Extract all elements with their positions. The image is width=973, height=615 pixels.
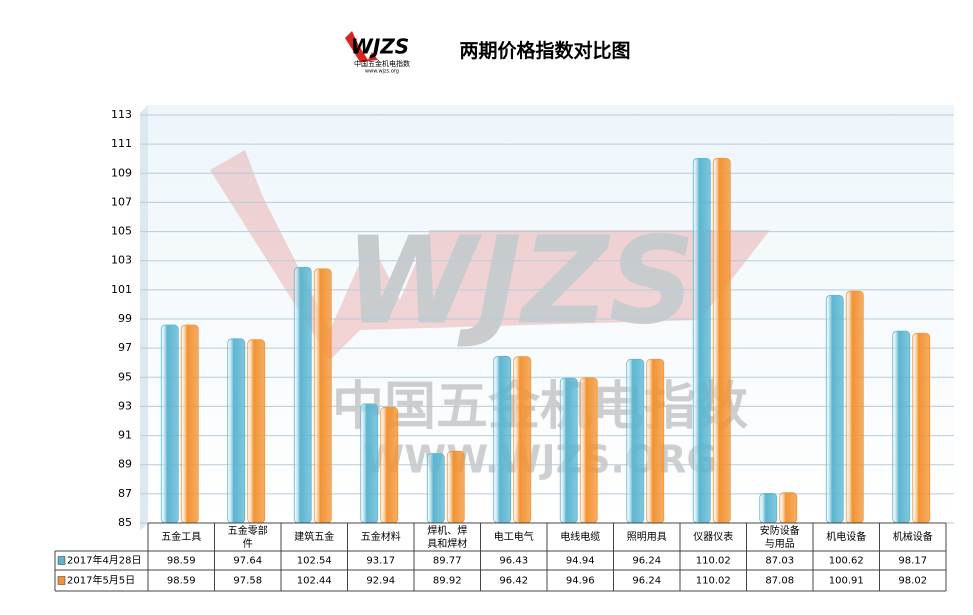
table-value: 96.43 [499, 556, 528, 567]
bar [912, 332, 931, 524]
bar [779, 492, 798, 524]
y-tick-label: 109 [111, 166, 132, 179]
y-tick-label: 97 [118, 341, 132, 354]
logo: WJZS 中国五金机电指数 www.wjzs.org [345, 31, 410, 75]
y-tick-label: 99 [118, 312, 132, 325]
x-tick-label: 焊机、焊具和焊材 [427, 524, 467, 550]
table-value: 94.96 [566, 576, 595, 587]
table-value: 96.24 [632, 556, 661, 567]
bar [626, 358, 645, 524]
table-value: 97.64 [233, 556, 262, 567]
watermark-url: WWW.WJZS.ORG [362, 438, 717, 482]
logo-arrow [345, 31, 378, 62]
y-tick-label: 101 [111, 283, 132, 296]
table-value: 102.54 [297, 556, 332, 567]
bar [825, 294, 844, 524]
bar [446, 450, 465, 524]
bar [493, 356, 512, 524]
plot-wall [148, 105, 954, 523]
legend-label: 2017年4月28日 [67, 554, 142, 567]
watermark-logo: WJZS [345, 213, 695, 352]
logo-url: www.wjzs.org [365, 69, 399, 75]
x-tick-label: 机电设备 [826, 530, 866, 543]
x-tick-label: 五金工具 [161, 530, 201, 543]
x-tick-label: 照明用具 [627, 531, 667, 543]
y-tick-label: 85 [118, 516, 132, 529]
bar [313, 268, 332, 524]
x-tick-label: 安防设备与用品 [760, 524, 800, 550]
x-tick-label: 机械设备 [893, 530, 933, 543]
x-tick-label: 仪器仪表 [693, 530, 733, 543]
bar [227, 338, 246, 524]
bar [426, 453, 445, 524]
table-value: 92.94 [366, 576, 395, 587]
x-tick-label: 建筑五金 [294, 530, 334, 543]
bar [845, 290, 864, 524]
table-value: 96.24 [632, 576, 661, 587]
watermark-subtitle: 中国五金机电指数 [332, 377, 748, 437]
table-value: 89.92 [433, 576, 462, 587]
y-tick-label: 113 [111, 108, 132, 121]
logo-text: WJZS [351, 35, 409, 59]
bar [247, 339, 266, 524]
bar [360, 403, 379, 524]
table-value: 96.42 [499, 576, 528, 587]
logo-subtitle: 中国五金机电指数 [354, 59, 410, 68]
y-tick-label: 89 [118, 458, 132, 471]
x-tick-label: 五金零部件 [228, 524, 268, 550]
bar [513, 356, 532, 524]
x-tick-label: 电工电气 [494, 530, 534, 543]
y-tick-label: 105 [111, 225, 132, 238]
y-tick-label: 87 [118, 487, 132, 500]
table-value: 100.91 [829, 576, 864, 587]
x-tick-label: 五金材料 [361, 530, 401, 543]
legend-label: 2017年5月5日 [67, 574, 135, 587]
chart-title: 两期价格指数对比图 [459, 39, 630, 62]
bar [380, 406, 399, 524]
table-value: 93.17 [366, 556, 395, 567]
y-tick-label: 93 [118, 399, 132, 412]
table-value: 100.62 [829, 556, 864, 567]
table-value: 98.17 [898, 556, 927, 567]
table-value: 87.08 [765, 576, 794, 587]
table-value: 102.44 [297, 576, 332, 587]
table-value: 98.59 [167, 576, 196, 587]
bar [692, 158, 711, 524]
table-value: 110.02 [696, 576, 731, 587]
bar [892, 330, 911, 524]
x-tick-label: 电线电缆 [560, 530, 600, 543]
side-wall [140, 105, 148, 531]
y-tick-label: 91 [118, 429, 132, 442]
table-value: 94.94 [566, 556, 595, 567]
table-value: 98.59 [167, 556, 196, 567]
bar [579, 377, 598, 524]
bar [646, 358, 665, 524]
legend-swatch [57, 576, 66, 585]
y-tick-label: 103 [111, 254, 132, 267]
bar [712, 158, 731, 524]
bar [160, 324, 179, 524]
legend-swatch [57, 556, 66, 565]
y-tick-label: 107 [111, 195, 132, 208]
bar [180, 324, 199, 524]
table-value: 89.77 [433, 556, 462, 567]
y-tick-label: 95 [118, 370, 132, 383]
bar [293, 267, 312, 524]
table-value: 98.02 [898, 576, 927, 587]
table-value: 110.02 [696, 556, 731, 567]
y-tick-label: 111 [111, 137, 132, 150]
table-value: 97.58 [233, 576, 262, 587]
bar [559, 377, 578, 524]
bar [759, 493, 778, 524]
table-value: 87.03 [765, 556, 794, 567]
watermark-arrow [210, 150, 770, 360]
